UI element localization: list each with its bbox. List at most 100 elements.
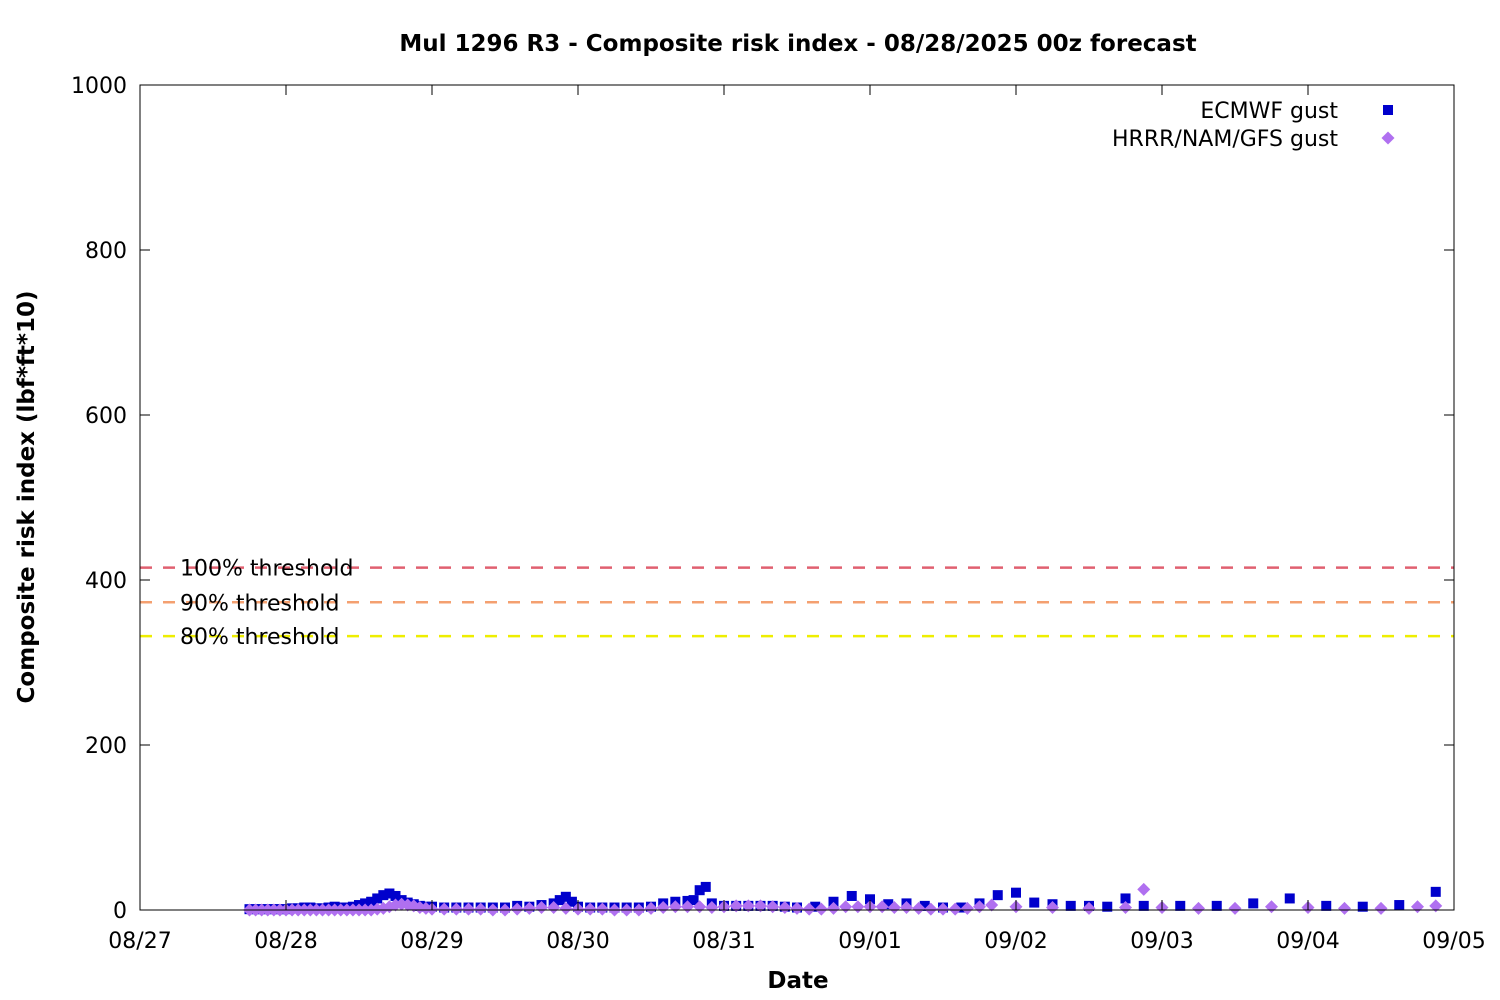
data-point	[1138, 900, 1149, 911]
data-point	[547, 901, 561, 915]
x-tick-label: 09/03	[1130, 929, 1193, 954]
data-point	[810, 901, 821, 912]
data-point	[705, 901, 719, 915]
data-point	[384, 888, 395, 899]
x-tick-label: 09/04	[1276, 929, 1339, 954]
data-point	[554, 895, 565, 906]
x-tick-label: 08/27	[108, 929, 171, 954]
data-point	[656, 901, 670, 915]
data-point	[778, 901, 792, 915]
y-axis-label: Composite risk index (lbf*ft*10)	[14, 291, 40, 704]
data-point	[924, 902, 938, 916]
data-point	[474, 902, 488, 916]
y-tick-label: 800	[85, 239, 127, 264]
data-point	[694, 885, 705, 896]
data-point	[741, 899, 755, 913]
data-point	[802, 902, 816, 916]
data-point	[900, 901, 913, 915]
data-point	[1011, 887, 1021, 898]
data-point	[535, 901, 548, 915]
data-point	[814, 902, 828, 916]
data-point	[522, 901, 536, 915]
data-point	[790, 901, 804, 915]
data-point	[956, 902, 967, 913]
x-tick-label: 09/05	[1422, 929, 1485, 954]
threshold-label: 100% threshold	[180, 557, 354, 582]
data-point	[378, 890, 389, 901]
data-point	[449, 902, 463, 916]
data-point	[1338, 901, 1351, 915]
y-tick-label: 400	[85, 569, 127, 594]
data-point	[560, 891, 571, 902]
data-point	[1065, 900, 1076, 911]
y-tick-label: 200	[85, 734, 127, 759]
data-point	[948, 902, 962, 916]
data-point	[583, 902, 597, 916]
data-point	[919, 900, 930, 911]
data-point	[960, 901, 974, 915]
x-tick-label: 09/02	[984, 929, 1047, 954]
data-point	[1029, 897, 1040, 908]
legend-marker	[1383, 105, 1393, 115]
data-point	[985, 898, 999, 912]
data-point	[510, 902, 524, 916]
x-tick-label: 08/31	[692, 929, 755, 954]
data-point	[729, 899, 743, 913]
x-tick-label: 09/01	[838, 929, 901, 954]
x-tick-label: 08/28	[254, 929, 317, 954]
data-point	[1284, 893, 1295, 904]
data-point	[827, 901, 840, 915]
legend: ECMWF gust HRRR/NAM/GFS gust	[1112, 99, 1395, 152]
data-point	[462, 902, 475, 916]
data-point	[1429, 899, 1443, 913]
data-point	[1321, 900, 1332, 911]
data-point	[1430, 886, 1441, 897]
data-point	[360, 898, 371, 909]
data-point	[887, 901, 901, 915]
y-tick-label: 1000	[71, 74, 127, 99]
data-point	[1120, 893, 1131, 904]
data-point	[1394, 900, 1405, 911]
data-point	[1119, 901, 1132, 915]
legend-marker	[1381, 131, 1395, 145]
data-point	[1046, 901, 1059, 915]
data-point	[559, 901, 573, 915]
data-point	[1374, 901, 1388, 915]
data-point	[1228, 901, 1242, 915]
data-point	[754, 899, 767, 913]
threshold-lines: 100% threshold 90% threshold 80% threshold	[140, 557, 1454, 650]
data-point	[644, 901, 658, 915]
plot-frame	[139, 84, 1455, 911]
data-point	[1082, 901, 1096, 915]
data-point	[1211, 900, 1222, 911]
data-point	[865, 894, 875, 905]
data-point	[1357, 901, 1368, 912]
threshold-label: 80% threshold	[180, 625, 340, 650]
data-point	[912, 901, 926, 915]
chart-title: Mul 1296 R3 - Composite risk index - 08/…	[399, 31, 1196, 57]
data-point	[372, 893, 383, 904]
data-point	[992, 890, 1003, 901]
data-point	[846, 890, 857, 901]
data-point	[390, 890, 401, 901]
data-point	[688, 895, 699, 906]
y-tick-label: 600	[85, 404, 127, 429]
data-point	[700, 881, 711, 892]
data-point	[437, 902, 451, 916]
data-point	[1175, 900, 1186, 911]
legend-label: ECMWF gust	[1200, 99, 1338, 124]
data-point	[1248, 898, 1259, 909]
data-point	[366, 896, 377, 907]
x-tick-label: 08/30	[546, 929, 609, 954]
data-point	[566, 896, 577, 907]
x-tick-label: 08/29	[400, 929, 463, 954]
threshold-label: 90% threshold	[180, 591, 340, 616]
data-point	[595, 902, 609, 916]
x-axis-label: Date	[767, 968, 828, 994]
legend-label: HRRR/NAM/GFS gust	[1112, 127, 1338, 152]
y-tick-label: 0	[113, 899, 127, 924]
data-point	[883, 899, 894, 910]
axis-ticks: 08/27 08/28 08/29 08/30 08/31 09/01 09/02 09/03…	[71, 74, 1486, 954]
